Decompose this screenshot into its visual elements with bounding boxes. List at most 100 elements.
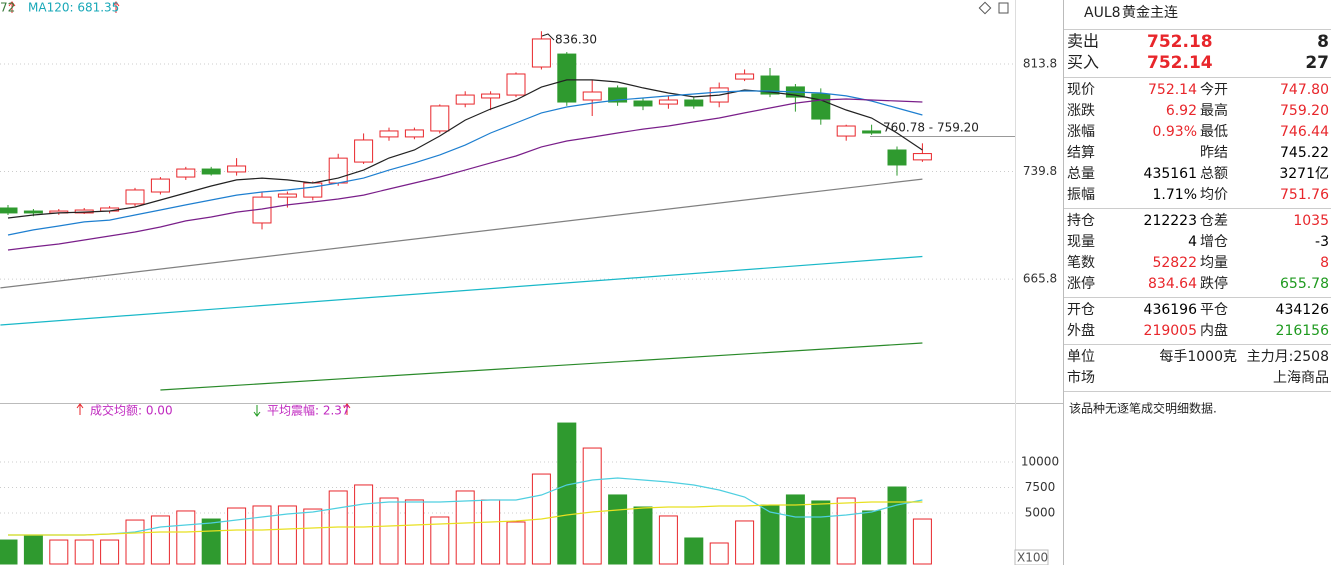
field-value: 0.93% [1153, 124, 1197, 140]
field-label: 现量 [1067, 234, 1095, 250]
field-label: 总量 [1067, 166, 1095, 182]
field-value: 436196 [1144, 302, 1198, 318]
field-label: 持仓 [1067, 213, 1095, 229]
volume-bar [912, 518, 932, 565]
book-price: 752.18 [1147, 32, 1213, 52]
candle-body [608, 87, 628, 103]
candle-body [23, 210, 43, 214]
volume-bar [150, 515, 170, 565]
field-label: 内盘 [1200, 322, 1228, 339]
field-value: 主力月:2508 [1247, 349, 1329, 365]
field-value: 3271亿 [1279, 166, 1329, 182]
candle-body [481, 93, 501, 99]
field-label: 现价 [1067, 82, 1095, 98]
candle-body [862, 130, 882, 134]
ma-line [0, 178, 923, 289]
field-label: 笔数 [1067, 255, 1095, 271]
candle-body [506, 73, 526, 96]
candle-body [633, 100, 653, 107]
candle-body [354, 139, 374, 163]
candle-body [303, 182, 323, 198]
field-label: 单位 [1067, 349, 1095, 365]
field-label: 增仓 [1200, 234, 1228, 250]
candle-body [531, 38, 551, 68]
field-label: 昨结 [1200, 145, 1228, 161]
candle-body [277, 193, 297, 198]
y-tick-label: 10000 [1021, 455, 1059, 469]
volume-bar [506, 521, 526, 565]
volume-bar [0, 539, 18, 565]
field-label: 开仓 [1067, 302, 1095, 318]
volume-bar [811, 500, 831, 565]
volume-bar [608, 494, 628, 565]
indicator-label: 72 [0, 1, 15, 15]
volume-bar [303, 508, 323, 565]
symbol-name: 黄金主连 [1122, 4, 1178, 21]
field-value: 52822 [1152, 255, 1197, 271]
volume-bar [277, 505, 297, 565]
candle-body [557, 53, 577, 103]
volume-bar [735, 520, 755, 565]
field-value: 上海商品 [1273, 370, 1329, 386]
candle-body [811, 93, 831, 120]
volume-bar [354, 484, 374, 565]
field-label: 振幅 [1067, 187, 1095, 203]
volume-bar [100, 539, 120, 565]
unit-box [1014, 549, 1049, 565]
field-value: 6.92 [1166, 103, 1197, 119]
field-label: 均量 [1200, 255, 1228, 271]
field-value: 752.14 [1148, 82, 1197, 98]
ma-line [0, 255, 923, 326]
up-arrow [112, 1, 120, 13]
field-label: 平仓 [1200, 302, 1228, 318]
volume-bar [709, 542, 729, 565]
field-label: 总额 [1200, 166, 1228, 182]
field-value: 745.22 [1280, 145, 1329, 161]
volume-bar [379, 497, 399, 565]
candle-body [582, 91, 602, 101]
down-arrow [253, 405, 261, 417]
candle-body [125, 189, 145, 205]
volume-bar [887, 486, 907, 565]
volume-bar [404, 499, 424, 565]
volume-bar [252, 505, 272, 565]
ma-line [8, 477, 923, 536]
field-label: 市场 [1067, 369, 1095, 386]
volume-bar [74, 539, 94, 565]
annotation: 760.78 - 759.20 [883, 121, 979, 135]
annotation-pointer [541, 33, 555, 41]
indicator-label: MA120: 681.35 [28, 1, 119, 15]
volume-annotation: 成交均额: 0.00 [90, 403, 173, 418]
field-label: 最高 [1200, 102, 1228, 119]
volume-bar [201, 518, 221, 565]
ma-line [7, 90, 923, 236]
candle-body [227, 165, 247, 173]
up-arrow [76, 403, 84, 415]
book-volume: 8 [1317, 32, 1329, 52]
window-icon[interactable] [998, 2, 1009, 14]
candle-body [735, 73, 755, 80]
volume-bar [760, 504, 780, 565]
field-label: 今开 [1200, 82, 1228, 98]
up-arrow [8, 1, 16, 13]
book-price: 752.14 [1147, 53, 1213, 73]
field-value: 834.64 [1148, 276, 1197, 292]
candle-body [176, 168, 196, 178]
ma-line [7, 98, 923, 251]
field-label: 涨跌 [1067, 103, 1095, 119]
volume-bar [862, 510, 882, 565]
book-label: 买入 [1067, 53, 1099, 72]
field-value: 每手1000克 [1159, 349, 1237, 365]
diamond-icon[interactable] [978, 1, 992, 15]
ma-line [7, 79, 923, 219]
book-volume: 27 [1305, 53, 1329, 73]
y-tick-label: 7500 [1025, 480, 1056, 494]
volume-bar [430, 516, 450, 565]
candle-body [150, 178, 170, 193]
field-label: 外盘 [1067, 322, 1095, 339]
field-value: 751.76 [1280, 187, 1329, 203]
up-arrow [343, 403, 351, 415]
field-value: 8 [1320, 255, 1329, 271]
candle-body [658, 99, 678, 105]
